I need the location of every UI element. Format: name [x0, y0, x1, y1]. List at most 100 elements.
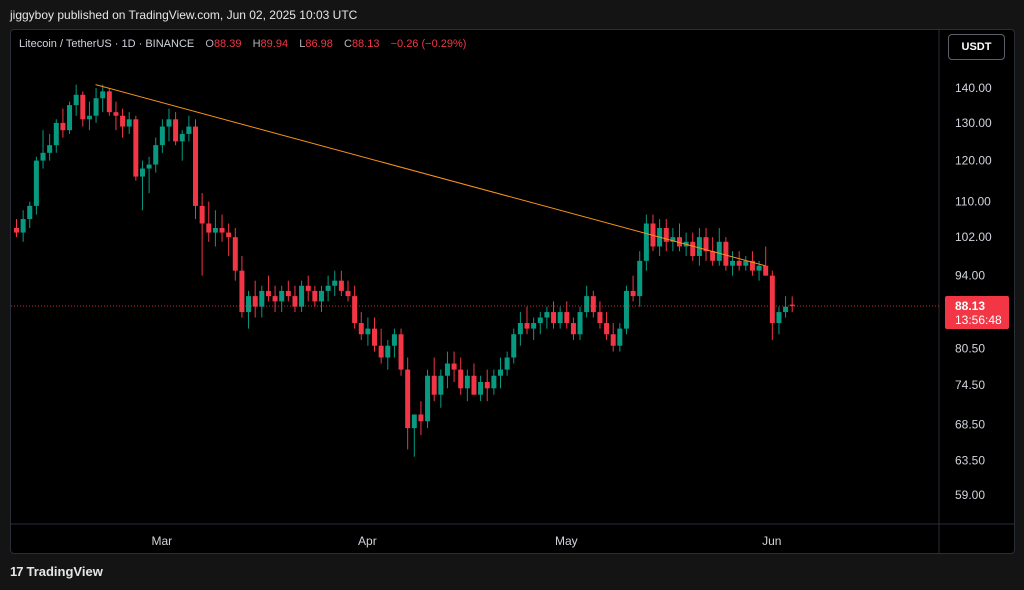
tradingview-logo-icon: 17 — [10, 564, 24, 579]
symbol-legend: Litecoin / TetherUS · 1D · BINANCE O88.3… — [19, 38, 466, 50]
candle-body — [345, 290, 351, 297]
candle-body — [186, 126, 192, 134]
candle-body — [391, 334, 397, 346]
last-price-badge — [945, 295, 1009, 329]
candle-body — [106, 91, 112, 113]
candle-body — [736, 260, 742, 266]
candle-body — [385, 345, 391, 358]
candle-body — [126, 119, 132, 127]
candle-body — [763, 265, 769, 276]
candle-body — [352, 296, 358, 324]
candle-body — [451, 363, 457, 370]
brand-name: TradingView — [26, 564, 103, 579]
candle-body — [153, 145, 159, 165]
candle-body — [40, 152, 46, 161]
currency-button[interactable]: USDT — [948, 34, 1005, 60]
time-tick-label: Mar — [152, 534, 173, 548]
candle-body — [570, 323, 576, 335]
candle-body — [584, 296, 590, 313]
time-tick-label: Apr — [358, 534, 377, 548]
candle-body — [604, 323, 610, 335]
candle-body — [597, 312, 603, 324]
candle-body — [590, 296, 596, 313]
candle-body — [179, 133, 185, 142]
candle-body — [630, 290, 636, 297]
candle-body — [246, 296, 252, 313]
candle-body — [199, 205, 205, 224]
candle-body — [551, 312, 557, 324]
candle-body — [643, 223, 649, 261]
price-tick-label: 110.00 — [955, 195, 991, 209]
last-price-value: 88.13 — [955, 299, 985, 313]
candle-body — [716, 241, 722, 261]
candle-body — [67, 105, 73, 131]
price-tick-label: 120.00 — [955, 154, 992, 168]
candle-body — [438, 375, 444, 395]
candle-body — [663, 228, 669, 242]
low-label: L — [299, 38, 306, 50]
candle-body — [239, 270, 245, 313]
candle-body — [80, 94, 86, 120]
price-tick-label: 140.00 — [955, 81, 992, 95]
candle-body — [219, 228, 225, 233]
candle-body — [378, 345, 384, 358]
candle-body — [444, 363, 450, 376]
price-tick-label: 68.50 — [955, 418, 985, 432]
candle-body — [478, 381, 484, 395]
candle-body — [730, 260, 736, 266]
candle-body — [617, 328, 623, 346]
candle-body — [524, 323, 530, 329]
candle-body — [690, 241, 696, 256]
bar-countdown: 13:56:48 — [955, 313, 1002, 327]
candle-body — [272, 296, 278, 302]
candle-body — [431, 375, 437, 395]
candle-body — [33, 160, 39, 206]
time-tick-label: May — [555, 534, 578, 548]
candle-body — [318, 290, 324, 302]
price-tick-label: 74.50 — [955, 378, 985, 392]
candle-body — [173, 119, 179, 142]
candle-body — [365, 328, 371, 335]
candle-body — [332, 280, 338, 286]
candle-body — [265, 290, 271, 297]
candle-body — [146, 164, 152, 169]
candle-body — [86, 115, 92, 120]
candle-body — [537, 317, 543, 324]
candle-body — [93, 98, 99, 116]
candle-body — [418, 414, 424, 422]
candle-body — [610, 334, 616, 346]
footer-brand[interactable]: 17 TradingView — [10, 564, 103, 579]
candle-body — [425, 375, 431, 422]
open-value: 88.39 — [213, 38, 242, 50]
candle-body — [464, 375, 470, 389]
close-value: 88.13 — [351, 38, 380, 50]
candle-body — [783, 306, 789, 313]
change-value: −0.26 (−0.29%) — [390, 38, 467, 50]
candle-body — [471, 375, 477, 395]
candle-body — [398, 334, 404, 370]
candle-body — [696, 237, 702, 256]
price-chart[interactable]: 140.00 130.00 120.00 110.00 102.00 94.00 80.50… — [11, 30, 1014, 553]
candle-body — [133, 119, 139, 177]
candle-body — [279, 290, 285, 302]
symbol-name[interactable]: Litecoin / TetherUS · 1D · BINANCE — [19, 38, 195, 50]
candle-body — [557, 312, 563, 324]
candle-body — [193, 126, 199, 206]
candle-body — [252, 296, 258, 307]
candle-body — [458, 369, 464, 389]
candle-body — [411, 414, 417, 429]
candle-body — [497, 369, 503, 376]
candle-body — [166, 119, 172, 127]
candle-body — [511, 334, 517, 358]
candle-body — [484, 381, 490, 389]
candle-body — [285, 290, 291, 297]
candle-body — [372, 328, 378, 346]
candle-body — [206, 223, 212, 233]
candle-body — [637, 260, 643, 297]
candle-body — [531, 323, 537, 329]
chart-panel[interactable]: 140.00 130.00 120.00 110.00 102.00 94.00 80.50… — [10, 29, 1015, 554]
candle-body — [212, 228, 218, 233]
high-label: H — [252, 38, 261, 50]
candle-body — [60, 122, 66, 131]
candle-body — [292, 296, 298, 307]
